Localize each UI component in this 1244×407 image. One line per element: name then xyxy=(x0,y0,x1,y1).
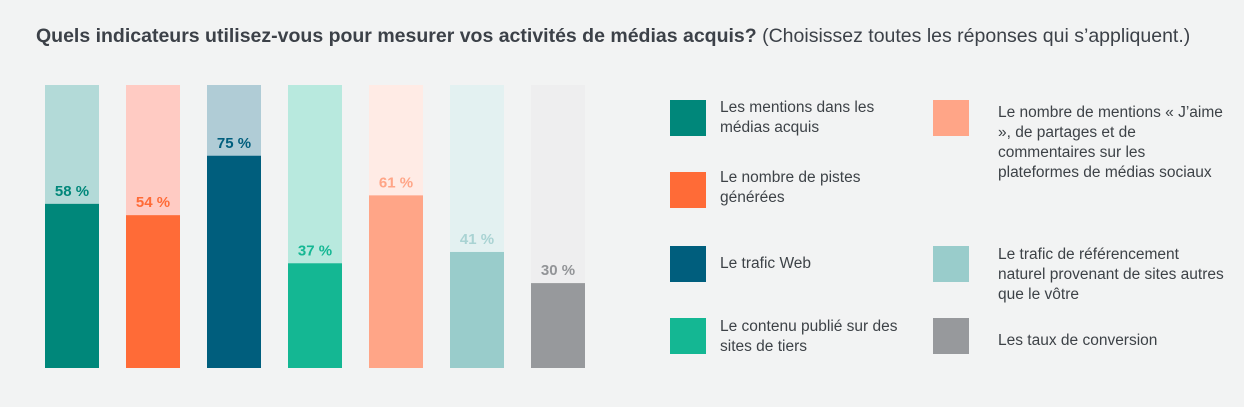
bar-value-label: 37 % xyxy=(298,242,332,259)
legend-label: Les taux de conversion xyxy=(998,332,1158,349)
legend-swatch xyxy=(670,246,706,282)
legend-label: Le trafic de référencement naturel prove… xyxy=(998,246,1224,303)
legend-swatch xyxy=(933,246,969,282)
bar xyxy=(531,283,585,368)
bar xyxy=(45,203,99,368)
legend-swatch xyxy=(933,100,969,136)
legend-swatch xyxy=(670,318,706,354)
legend-swatch xyxy=(670,100,706,136)
legend-label: Le trafic Web xyxy=(720,255,812,272)
bar-value-label: 41 % xyxy=(460,231,494,248)
question-text: Quels indicateurs utilisez-vous pour mes… xyxy=(36,25,757,47)
bar-value-label: 61 % xyxy=(379,174,413,191)
legend-label: Les mentions dans les médias acquis xyxy=(720,99,875,136)
bar xyxy=(369,195,423,368)
bar-value-label: 75 % xyxy=(217,135,251,152)
legend-swatch xyxy=(933,318,969,354)
bar-value-label: 58 % xyxy=(55,183,89,200)
bar xyxy=(126,215,180,368)
legend-swatch xyxy=(670,172,706,208)
bar-value-label: 30 % xyxy=(541,262,575,279)
bar xyxy=(450,251,504,368)
legend-label: Le nombre de mentions « J’aime », de par… xyxy=(998,104,1223,181)
legend-label: Le nombre de pistes générées xyxy=(720,169,861,206)
bar xyxy=(207,155,261,368)
legend-label: Le contenu publié sur des sites de tiers xyxy=(720,318,898,355)
instruction-text: (Choisissez toutes les réponses qui s’ap… xyxy=(762,25,1191,47)
chart-title: Quels indicateurs utilisez-vous pour mes… xyxy=(36,24,1216,49)
bar-value-label: 54 % xyxy=(136,194,170,211)
bar xyxy=(288,263,342,368)
